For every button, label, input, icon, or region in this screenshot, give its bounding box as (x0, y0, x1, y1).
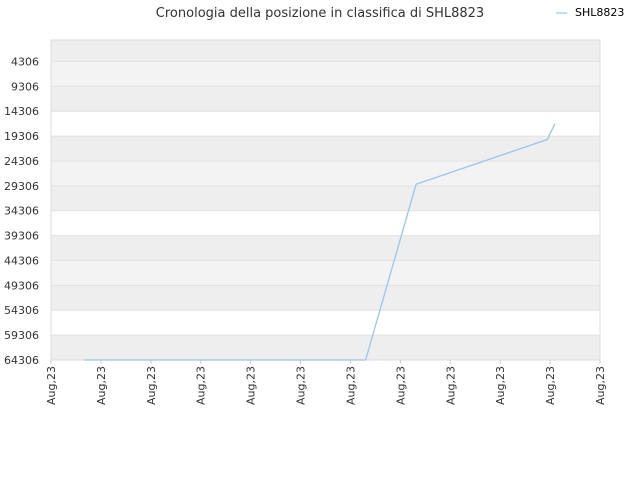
y-tick-label: 9306 (11, 80, 39, 93)
y-tick-label: 14306 (4, 105, 39, 118)
y-tick-label: 59306 (4, 329, 39, 342)
grid-band (51, 335, 600, 360)
grid-band (51, 235, 600, 261)
grid-band (51, 260, 600, 286)
y-tick-label: 64306 (4, 354, 39, 367)
grid-band (51, 111, 600, 137)
series-layer (83, 123, 556, 361)
x-tick-label: Aug,23 (145, 366, 158, 405)
y-tick-label: 49306 (4, 279, 39, 292)
x-tick-label: Aug,23 (394, 366, 407, 405)
y-tick-label: 29306 (4, 180, 39, 193)
y-tick-label: 34306 (4, 205, 39, 218)
series-line (83, 123, 556, 361)
grid-band (51, 61, 600, 87)
background-bands (51, 40, 600, 360)
x-tick-label: Aug,23 (95, 366, 108, 405)
y-tick-label: 44306 (4, 254, 39, 267)
x-axis: Aug,23 Aug,23 Aug,23 Aug,23 Aug,23 Aug,23 Aug,… (45, 360, 607, 405)
y-tick-label: 19306 (4, 130, 39, 143)
grid-band (51, 210, 600, 236)
legend-label: SHL8823 (575, 6, 624, 19)
x-tick-label: Aug,23 (245, 366, 258, 405)
y-tick-label: 24306 (4, 155, 39, 168)
grid-band (51, 160, 600, 186)
x-tick-label: Aug,23 (45, 366, 58, 405)
grid-band (51, 285, 600, 311)
grid-band (51, 185, 600, 211)
x-tick-label: Aug,23 (544, 366, 557, 405)
x-tick-label: Aug,23 (195, 366, 208, 405)
grid-band (51, 310, 600, 336)
x-tick-label: Aug,23 (295, 366, 308, 405)
x-tick-label: Aug,23 (494, 366, 507, 405)
grid-band (51, 40, 600, 62)
legend[interactable]: SHL8823 (556, 6, 624, 19)
chart-title: Cronologia della posizione in classifica… (156, 6, 484, 21)
grid-band (51, 136, 600, 161)
x-tick-label: Aug,23 (594, 366, 607, 405)
y-tick-label: 54306 (4, 304, 39, 317)
x-tick-label: Aug,23 (444, 366, 457, 405)
y-tick-label: 39306 (4, 230, 39, 243)
x-tick-label: Aug,23 (344, 366, 357, 405)
y-axis: 4306 9306 14306 19306 24306 29306 34306 39306 44… (4, 55, 39, 367)
y-tick-label: 4306 (11, 55, 39, 68)
grid-band (51, 86, 600, 112)
